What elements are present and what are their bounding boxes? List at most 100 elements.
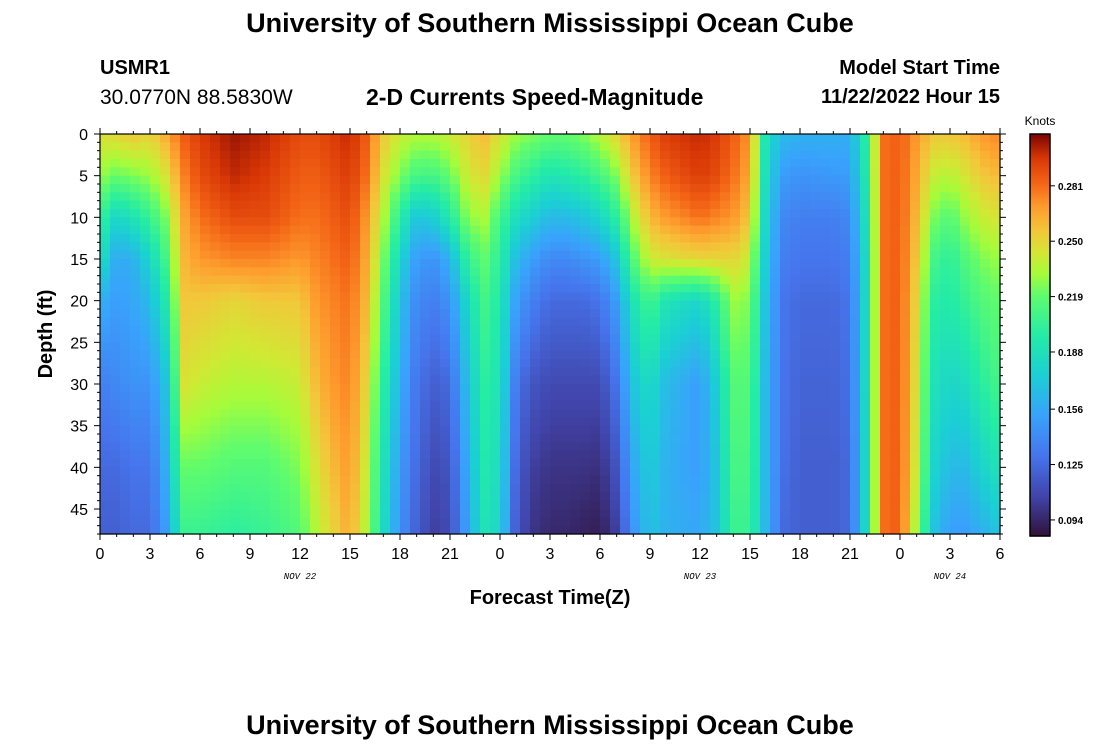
heatmap-cell [870,434,881,443]
heatmap-cell [380,484,391,493]
heatmap-cell [450,217,461,227]
heatmap-cell [730,359,741,368]
heatmap-cell [430,359,441,368]
heatmap-cell [910,392,921,402]
heatmap-cell [280,225,291,235]
heatmap-cell [970,434,981,443]
heatmap-cell [230,434,241,443]
heatmap-cell [140,384,151,393]
heatmap-cell [310,525,321,535]
heatmap-cell [380,317,391,327]
heatmap-cell [780,250,791,260]
heatmap-cell [990,300,1001,310]
heatmap-cell [610,375,621,385]
heatmap-cell [650,434,661,443]
heatmap-cell [680,384,691,393]
heatmap-cell [390,400,401,410]
heatmap-cell [780,359,791,368]
heatmap-cell [660,342,671,352]
heatmap-cell [400,392,411,402]
heatmap-cell [860,459,871,468]
heatmap-cell [700,217,711,227]
heatmap-cell [730,509,741,518]
heatmap-cell [400,342,411,352]
heatmap-cell [980,134,991,143]
heatmap-cell [660,350,671,360]
heatmap-cell [430,500,441,510]
heatmap-cell [130,359,141,368]
heatmap-cell [430,217,441,227]
heatmap-cell [580,417,591,427]
heatmap-cell [680,525,691,535]
heatmap-cell [480,350,491,360]
heatmap-cell [170,484,181,493]
heatmap-cell [370,134,381,143]
heatmap-cell [390,350,401,360]
heatmap-cell [990,184,1001,193]
heatmap-cell [150,142,161,152]
heatmap-cell [760,284,771,293]
heatmap-cell [970,325,981,335]
heatmap-cell [990,517,1001,527]
heatmap-cell [730,342,741,352]
heatmap-cell [150,467,161,477]
heatmap-cell [120,442,131,452]
heatmap-cell [510,359,521,368]
heatmap-cell [600,375,611,385]
heatmap-cell [950,417,961,427]
heatmap-cell [920,334,931,343]
heatmap-cell [620,200,631,210]
heatmap-cell [900,234,911,243]
heatmap-cell [770,500,781,510]
heatmap-cell [560,492,571,502]
heatmap-cell [210,184,221,193]
colorbar-segment [1030,475,1050,479]
heatmap-cell [930,467,941,477]
heatmap-cell [810,284,821,293]
heatmap-cell [170,425,181,435]
heatmap-cell [380,242,391,252]
colorbar-segment [1030,248,1050,252]
heatmap-cell [800,517,811,527]
heatmap-cell [430,242,441,252]
heatmap-cell [100,284,111,293]
heatmap-cell [550,200,561,210]
model-start-value: 11/22/2022 Hour 15 [820,86,1000,108]
colorbar-segment [1030,445,1050,449]
heatmap-cell [260,250,271,260]
heatmap-cell [710,192,721,202]
heatmap-cell [720,525,731,535]
heatmap-cell [780,292,791,302]
heatmap-cell [320,325,331,335]
heatmap-cell [230,367,241,377]
heatmap-cell [630,517,641,527]
heatmap-cell [640,325,651,335]
heatmap-cell [160,334,171,343]
heatmap-cell [580,209,591,218]
heatmap-cell [610,417,621,427]
heatmap-cell [340,284,351,293]
heatmap-cell [100,450,111,460]
heatmap-cell [290,425,301,435]
heatmap-cell [640,375,651,385]
heatmap-cell [600,359,611,368]
heatmap-cell [920,284,931,293]
heatmap-cell [890,400,901,410]
heatmap-cell [810,167,821,177]
heatmap-cell [510,525,521,535]
heatmap-cell [160,467,171,477]
heatmap-cell [620,275,631,285]
heatmap-cell [190,142,201,152]
heatmap-cell [520,509,531,518]
heatmap-cell [660,142,671,152]
heatmap-cell [540,517,551,527]
heatmap-cell [800,250,811,260]
heatmap-cell [180,275,191,285]
heatmap-cell [330,134,341,143]
colorbar-segment [1030,186,1050,189]
heatmap-cell [520,259,531,268]
heatmap-cell [360,492,371,502]
heatmap-cell [100,334,111,343]
heatmap-cell [400,209,411,218]
heatmap-cell [650,175,661,185]
